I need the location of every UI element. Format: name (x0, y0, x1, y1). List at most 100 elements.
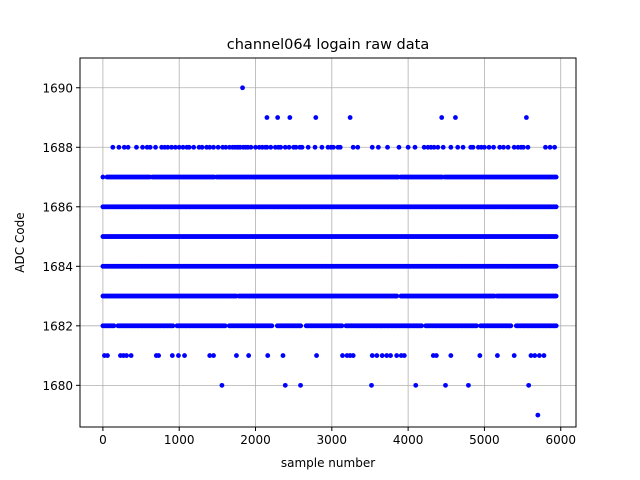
data-point (524, 115, 529, 120)
data-point (374, 353, 380, 358)
data-point (553, 234, 559, 239)
data-point (482, 144, 487, 150)
data-point (269, 323, 275, 329)
data-point (453, 115, 458, 120)
data-point (282, 382, 288, 388)
data-point (176, 144, 182, 150)
data-point (182, 353, 187, 358)
data-point (394, 293, 400, 299)
data-point (369, 353, 375, 358)
data-point (278, 144, 284, 150)
data-point (172, 144, 178, 150)
axis-ticks: 0 1000 2000 3000 4000 5000 6000 1680 1682 1684 168… (42, 81, 576, 447)
data-points (100, 85, 559, 418)
y-axis-label: ADC Code (13, 212, 27, 272)
data-point (319, 144, 325, 150)
data-point (116, 144, 122, 150)
data-point (553, 323, 559, 329)
data-point (495, 353, 500, 358)
data-point (248, 144, 254, 150)
data-point (153, 144, 158, 150)
data-point (541, 353, 547, 358)
data-point (124, 353, 129, 358)
x-tick-label: 0 (99, 433, 107, 447)
data-point (287, 115, 293, 120)
x-tick-label: 4000 (393, 433, 424, 447)
data-point (275, 115, 281, 120)
data-point (293, 144, 299, 150)
data-point (264, 144, 270, 150)
data-point (215, 144, 221, 150)
data-point (547, 144, 553, 150)
y-tick-label: 1682 (42, 319, 73, 333)
data-point (282, 144, 288, 150)
data-point (234, 353, 239, 358)
data-point (222, 323, 228, 329)
data-point (520, 144, 526, 150)
plot-frame (79, 57, 577, 428)
x-tick-label: 1000 (164, 433, 195, 447)
data-point (431, 144, 437, 150)
data-point (413, 382, 419, 388)
data-point (385, 144, 390, 150)
data-point (246, 353, 252, 358)
data-point (384, 353, 390, 358)
data-point (121, 144, 127, 150)
data-point (253, 144, 258, 150)
data-point (186, 144, 192, 150)
data-point (419, 323, 424, 329)
data-point (528, 353, 534, 358)
data-point (199, 144, 205, 150)
data-point (298, 382, 303, 388)
data-point (264, 115, 270, 120)
data-point (207, 144, 213, 150)
x-tick-label: 2000 (240, 433, 271, 447)
data-point (191, 144, 197, 150)
data-point (340, 353, 345, 358)
x-tick-label: 6000 (545, 433, 576, 447)
data-point (219, 382, 225, 388)
data-point (369, 144, 375, 150)
data-point (125, 144, 131, 150)
x-tick-label: 3000 (317, 433, 348, 447)
chart-title: channel064 logain raw data (227, 37, 429, 53)
data-point (369, 382, 374, 388)
data-point (553, 263, 559, 269)
data-point (265, 353, 271, 358)
data-point (268, 144, 274, 150)
data-point (553, 204, 559, 210)
data-point (401, 353, 407, 358)
data-point (501, 144, 506, 150)
data-point (337, 144, 343, 150)
data-point (477, 353, 483, 358)
data-point (280, 353, 286, 358)
data-point (299, 144, 305, 150)
x-tick-label: 5000 (469, 433, 500, 447)
data-point (140, 144, 145, 150)
data-point (134, 144, 139, 150)
data-point (169, 144, 174, 150)
data-point (497, 144, 503, 150)
data-point (313, 115, 319, 120)
data-point (100, 174, 106, 180)
data-point (105, 353, 110, 358)
data-point (543, 144, 548, 150)
data-point (355, 144, 361, 150)
data-point (448, 144, 454, 150)
data-point (339, 323, 345, 329)
data-point (379, 353, 385, 358)
data-point (552, 144, 558, 150)
y-tick-label: 1680 (42, 379, 73, 393)
data-point (350, 353, 356, 358)
data-point (207, 353, 213, 358)
data-point (525, 144, 531, 150)
data-point (505, 144, 511, 150)
data-point (394, 353, 400, 358)
data-point (240, 85, 245, 91)
data-point (435, 144, 441, 150)
data-point (396, 144, 402, 150)
data-point (211, 144, 216, 150)
data-point (466, 382, 471, 388)
data-point (553, 174, 559, 180)
